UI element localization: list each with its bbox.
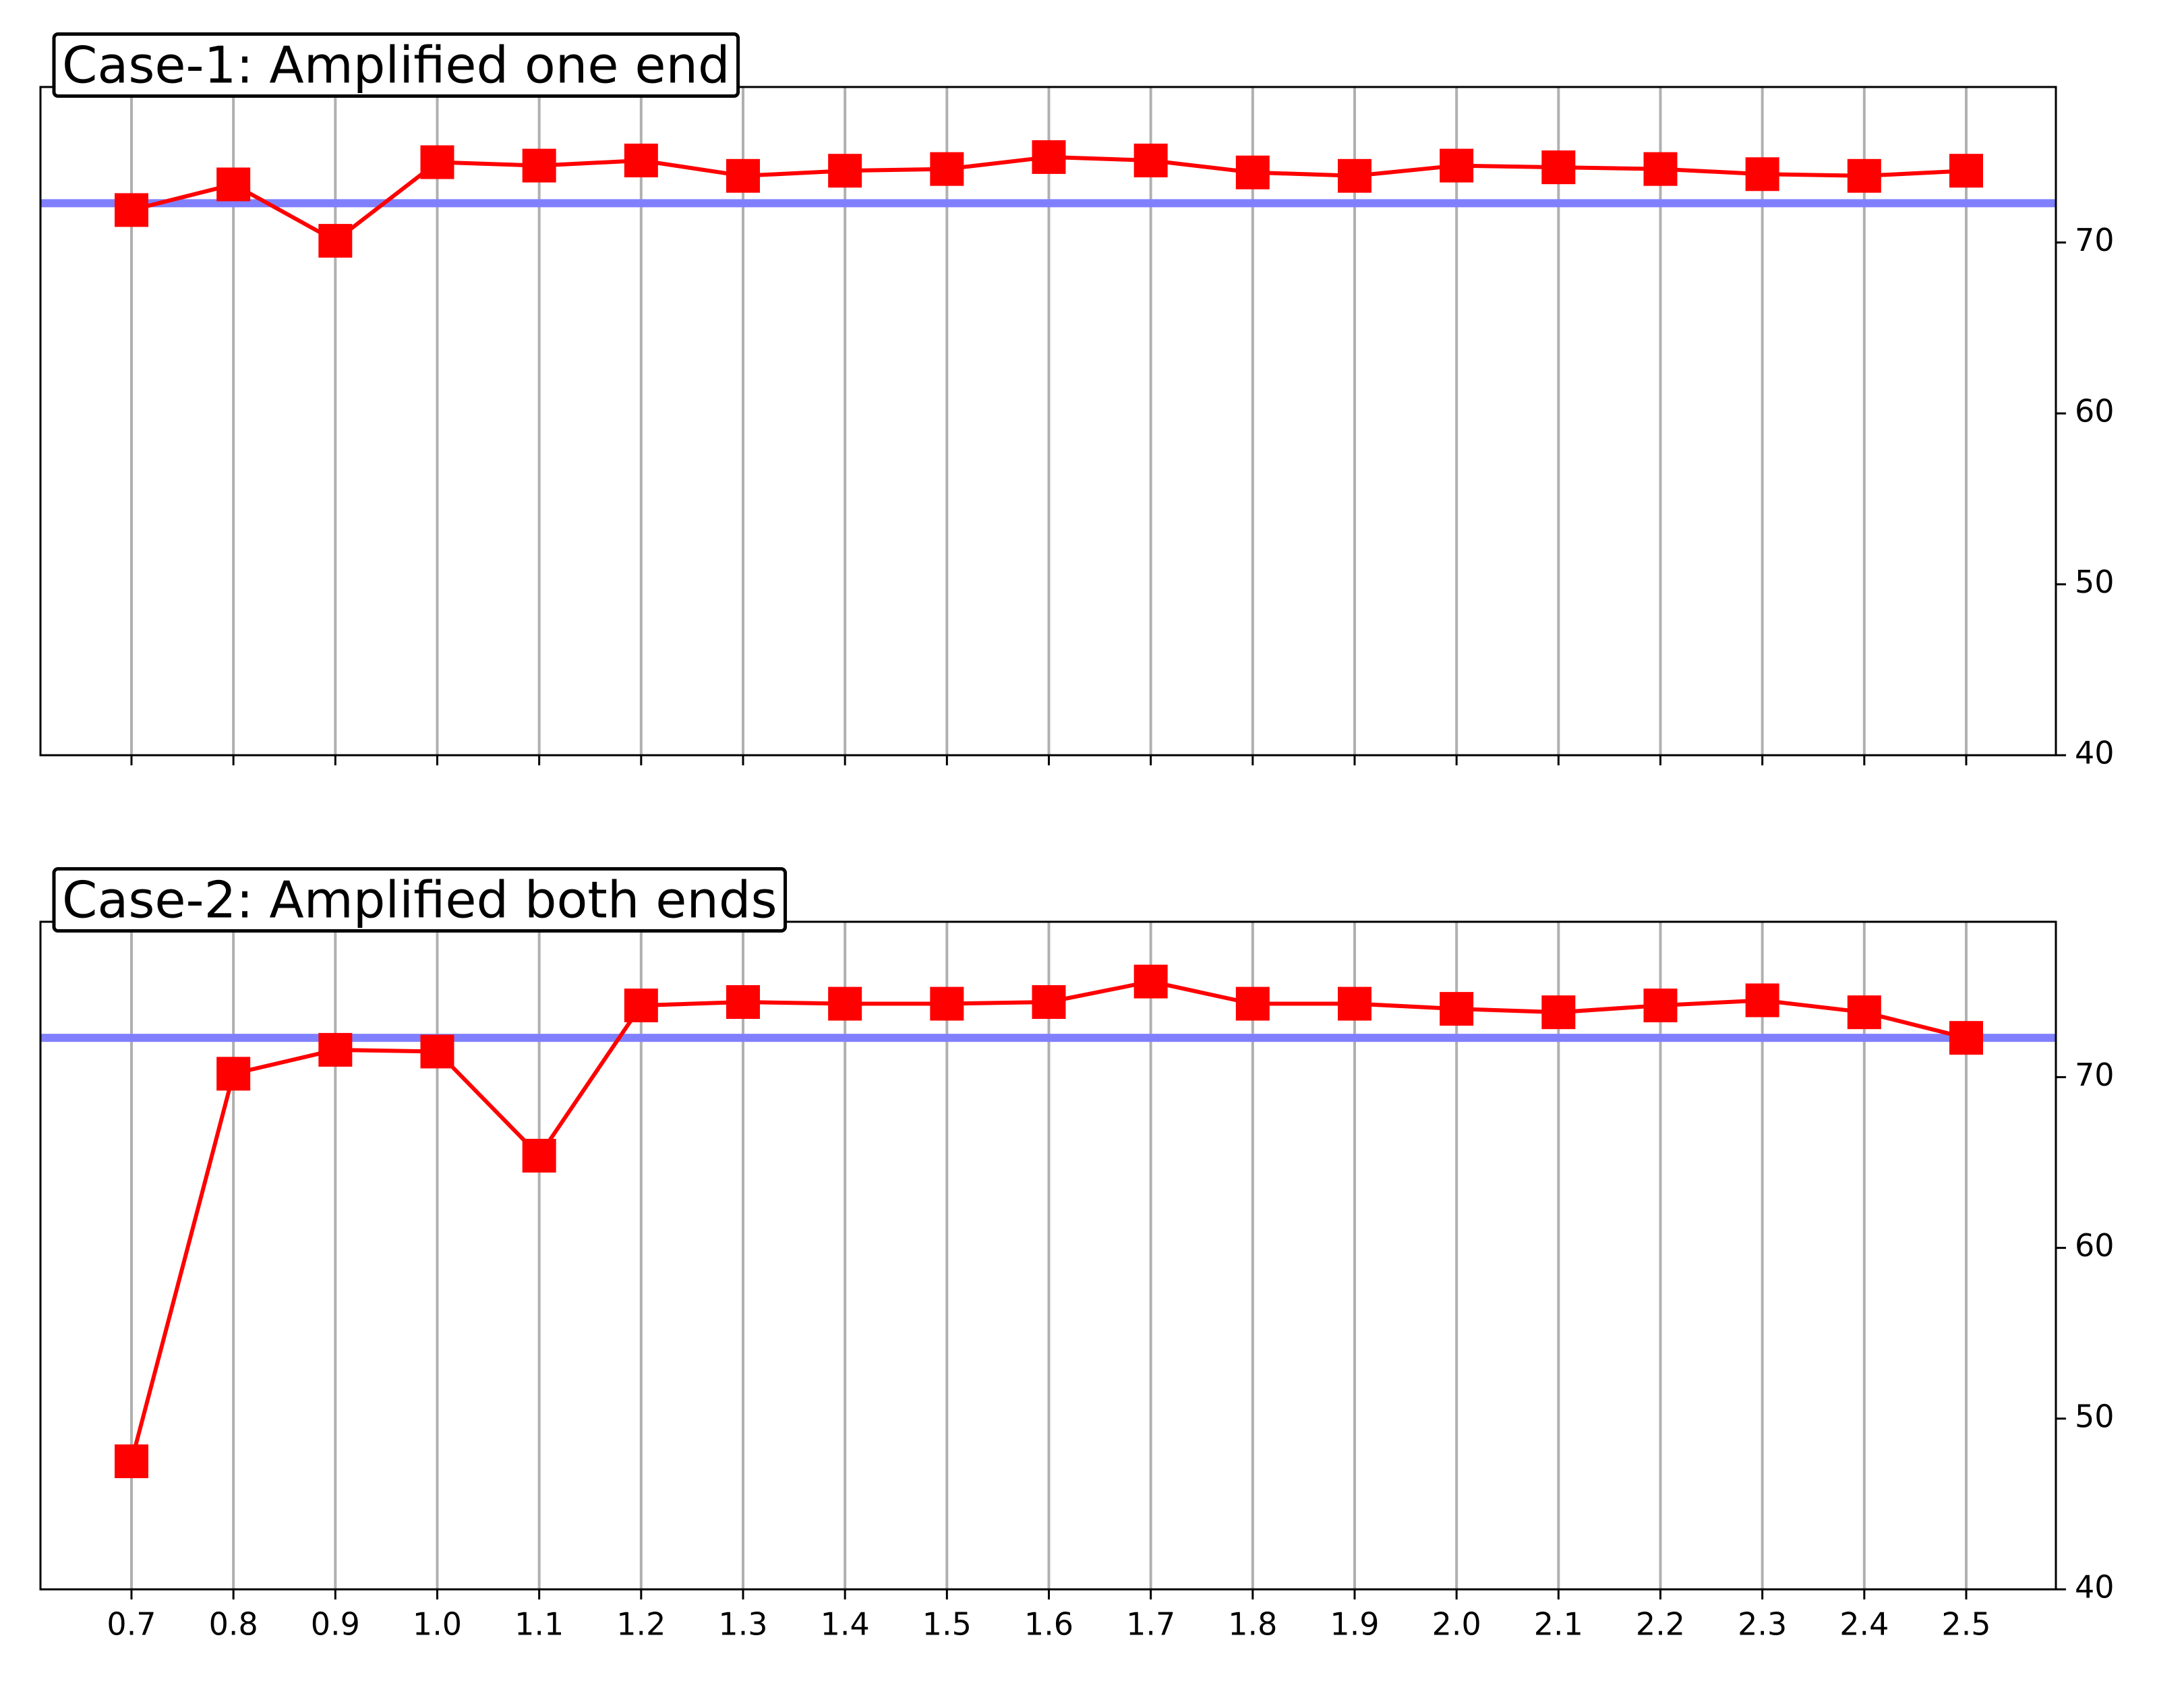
x-tick-label: 0.8 [209, 1606, 258, 1643]
y-tick-label: 60 [2075, 1227, 2115, 1264]
marker [828, 987, 862, 1021]
marker [1338, 987, 1371, 1021]
title-box [52, 867, 788, 933]
marker [1133, 143, 1168, 177]
marker [726, 985, 760, 1020]
x-tick-label: 1.4 [821, 1606, 870, 1643]
x-tick-label: 0.9 [311, 1606, 360, 1643]
marker [420, 1034, 454, 1069]
marker [1541, 995, 1576, 1030]
chart-title: Case-2: Amplified both ends [62, 871, 777, 930]
title-box [52, 32, 740, 98]
x-tick-label: 1.1 [514, 1606, 564, 1643]
marker [930, 152, 964, 186]
marker [1949, 154, 1983, 188]
marker [318, 224, 353, 258]
marker [522, 1138, 556, 1173]
y-tick-label: 70 [2075, 1057, 2115, 1093]
x-tick-label: 2.5 [1941, 1606, 1990, 1643]
x-tick-label: 1.9 [1330, 1606, 1379, 1643]
marker [216, 167, 251, 202]
panel: 40 50 60 70 Case-1: Amplified one end [39, 32, 2115, 771]
marker [318, 1032, 353, 1067]
marker [624, 989, 658, 1023]
marker [1133, 964, 1168, 999]
marker [1032, 140, 1066, 174]
marker [1235, 987, 1270, 1021]
marker [1847, 158, 1881, 193]
marker [828, 154, 862, 188]
marker [1643, 152, 1678, 186]
marker [1541, 150, 1576, 185]
marker [1440, 992, 1474, 1026]
x-tick-label: 2.2 [1636, 1606, 1685, 1643]
marker [115, 193, 148, 227]
x-tick-label: 1.0 [413, 1606, 462, 1643]
x-tick-label: 2.3 [1738, 1606, 1787, 1643]
y-tick-label: 40 [2075, 1569, 2115, 1606]
x-tick-label: 2.1 [1534, 1606, 1583, 1643]
x-tick-label: 1.6 [1024, 1606, 1073, 1643]
x-tick-label: 0.7 [107, 1606, 156, 1643]
x-tick-label: 2.0 [1432, 1606, 1481, 1643]
y-tick-label: 50 [2075, 564, 2115, 600]
x-tick-label: 1.7 [1126, 1606, 1175, 1643]
y-tick-label: 50 [2075, 1398, 2115, 1434]
y-tick-label: 60 [2075, 393, 2115, 430]
marker [1745, 157, 1779, 192]
marker [930, 987, 964, 1021]
x-tick-label: 1.8 [1228, 1606, 1277, 1643]
x-tick-label: 1.3 [718, 1606, 767, 1643]
marker [1235, 155, 1270, 189]
marker [1745, 983, 1779, 1018]
marker [624, 143, 658, 177]
marker [420, 145, 454, 179]
y-tick-label: 40 [2075, 735, 2115, 771]
chart-title: Case-1: Amplified one end [62, 36, 730, 95]
marker [1338, 158, 1371, 193]
marker [726, 158, 760, 193]
x-tick-label: 1.5 [922, 1606, 972, 1643]
marker [115, 1444, 148, 1479]
marker [216, 1057, 251, 1091]
y-tick-label: 70 [2075, 222, 2115, 258]
marker [1847, 995, 1881, 1030]
axes-frame [39, 86, 2057, 757]
axes-frame [39, 920, 2057, 1591]
marker [1949, 1021, 1983, 1055]
marker [1032, 985, 1066, 1020]
marker [1440, 148, 1474, 183]
marker [522, 148, 556, 183]
x-tick-label: 2.4 [1839, 1606, 1889, 1643]
x-tick-label: 1.2 [616, 1606, 666, 1643]
marker [1643, 989, 1678, 1023]
panel: 0.7 0.8 0.9 1.0 1.1 1.2 1.3 1.4 1.5 1.6 1.7 1.8 1.9 2… [39, 867, 2115, 1643]
